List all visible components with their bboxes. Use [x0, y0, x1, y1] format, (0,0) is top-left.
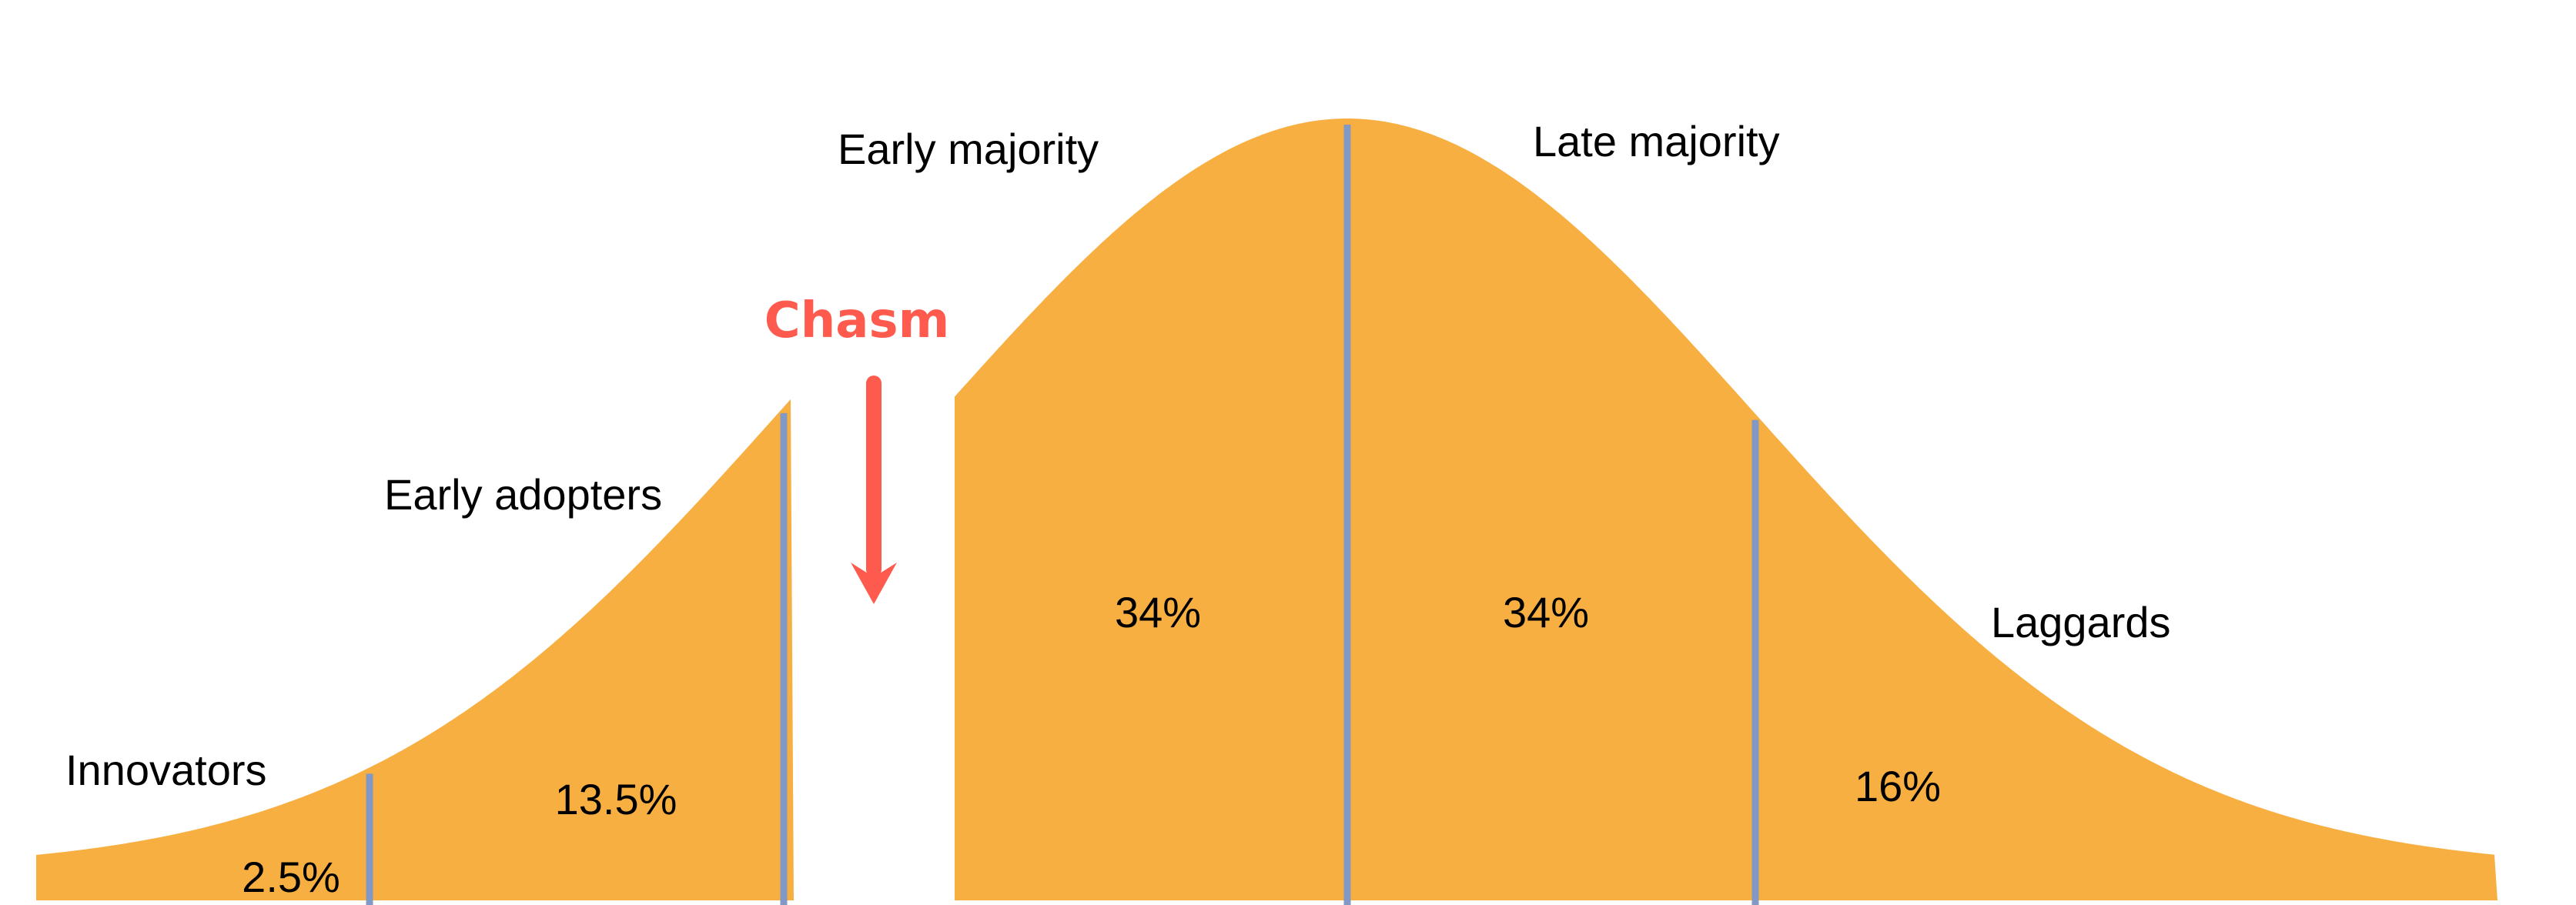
label-innovators: Innovators [65, 746, 267, 794]
label-early-adopters: Early adopters [384, 470, 662, 519]
left-curve-area [36, 399, 794, 900]
share-early-adopters: 13.5% [555, 775, 677, 823]
right-curve-area [955, 119, 2497, 900]
share-laggards: 16% [1855, 762, 1941, 810]
share-innovators: 2.5% [242, 853, 340, 901]
label-early-majority: Early majority [838, 125, 1099, 173]
share-late-majority: 34% [1503, 588, 1589, 636]
label-late-majority: Late majority [1533, 117, 1780, 165]
arrow-down-icon [851, 376, 897, 604]
share-early-majority: 34% [1115, 588, 1201, 636]
label-laggards: Laggards [1991, 598, 2171, 646]
chasm-label: Chasm [764, 292, 950, 349]
